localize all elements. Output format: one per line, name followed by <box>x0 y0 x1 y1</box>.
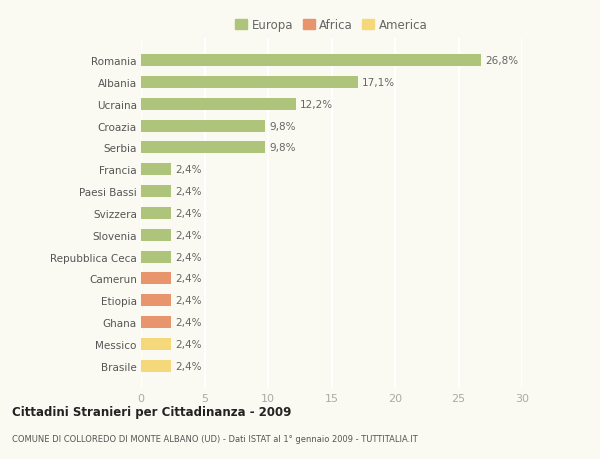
Text: 2,4%: 2,4% <box>175 361 202 371</box>
Bar <box>141 77 358 89</box>
Bar <box>141 164 172 176</box>
Bar <box>141 55 481 67</box>
Bar <box>141 229 172 241</box>
Text: 2,4%: 2,4% <box>175 230 202 240</box>
Bar <box>141 99 296 111</box>
Text: 2,4%: 2,4% <box>175 296 202 306</box>
Bar <box>141 316 172 328</box>
Text: 2,4%: 2,4% <box>175 339 202 349</box>
Bar <box>141 142 265 154</box>
Text: 9,8%: 9,8% <box>269 143 296 153</box>
Text: 2,4%: 2,4% <box>175 208 202 218</box>
Bar <box>141 120 265 132</box>
Text: 2,4%: 2,4% <box>175 274 202 284</box>
Bar <box>141 207 172 219</box>
Text: Cittadini Stranieri per Cittadinanza - 2009: Cittadini Stranieri per Cittadinanza - 2… <box>12 405 292 419</box>
Text: 2,4%: 2,4% <box>175 318 202 327</box>
Bar <box>141 273 172 285</box>
Bar <box>141 251 172 263</box>
Text: 17,1%: 17,1% <box>362 78 395 88</box>
Bar <box>141 360 172 372</box>
Text: 26,8%: 26,8% <box>485 56 518 66</box>
Legend: Europa, Africa, America: Europa, Africa, America <box>232 15 431 35</box>
Bar <box>141 338 172 350</box>
Text: 2,4%: 2,4% <box>175 165 202 175</box>
Text: 2,4%: 2,4% <box>175 252 202 262</box>
Text: 12,2%: 12,2% <box>300 100 333 109</box>
Bar <box>141 185 172 198</box>
Bar <box>141 295 172 307</box>
Text: 2,4%: 2,4% <box>175 187 202 196</box>
Text: 9,8%: 9,8% <box>269 121 296 131</box>
Text: COMUNE DI COLLOREDO DI MONTE ALBANO (UD) - Dati ISTAT al 1° gennaio 2009 - TUTTI: COMUNE DI COLLOREDO DI MONTE ALBANO (UD)… <box>12 434 418 442</box>
